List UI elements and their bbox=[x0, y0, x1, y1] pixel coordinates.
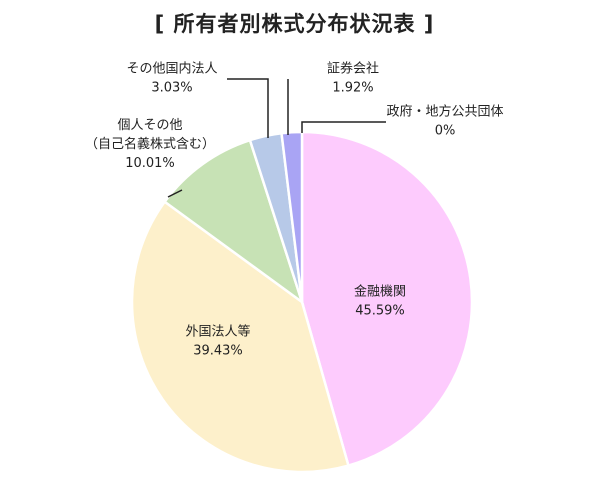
slice-category-label: 金融機関 bbox=[354, 284, 406, 300]
slice-category-label: （自己名義株式含む） bbox=[85, 136, 215, 152]
slice-value-label: 1.92% bbox=[332, 81, 373, 96]
slice-value-label: 45.59% bbox=[355, 304, 405, 319]
leader-line bbox=[227, 78, 269, 138]
slice-category-label: 外国法人等 bbox=[185, 324, 250, 340]
pie-slices bbox=[130, 130, 474, 474]
pie-slice bbox=[130, 200, 350, 474]
leader-line bbox=[301, 121, 386, 133]
slice-value-label: 10.01% bbox=[125, 156, 175, 171]
pie-slice bbox=[162, 138, 305, 306]
slice-labels: 金融機関 45.59% 外国法人等 39.43% 個人その他 （自己名義株式含む） 10.0… bbox=[85, 61, 504, 359]
slice-category-label: その他国内法人 bbox=[126, 61, 217, 77]
pie-slice bbox=[300, 130, 474, 468]
slice-category-label: 証券会社 bbox=[327, 61, 379, 77]
slice-value-label: 0% bbox=[435, 124, 456, 139]
slice-category-label: 政府・地方公共団体 bbox=[386, 104, 503, 120]
slice-value-label: 3.03% bbox=[151, 81, 192, 96]
leader-lines bbox=[167, 78, 386, 198]
slice-category-label: 個人その他 bbox=[117, 118, 182, 133]
leader-line bbox=[167, 189, 183, 198]
chart-title: [ 所有者別株式分布状況表 ] bbox=[154, 12, 435, 36]
slice-value-label: 39.43% bbox=[193, 344, 243, 359]
